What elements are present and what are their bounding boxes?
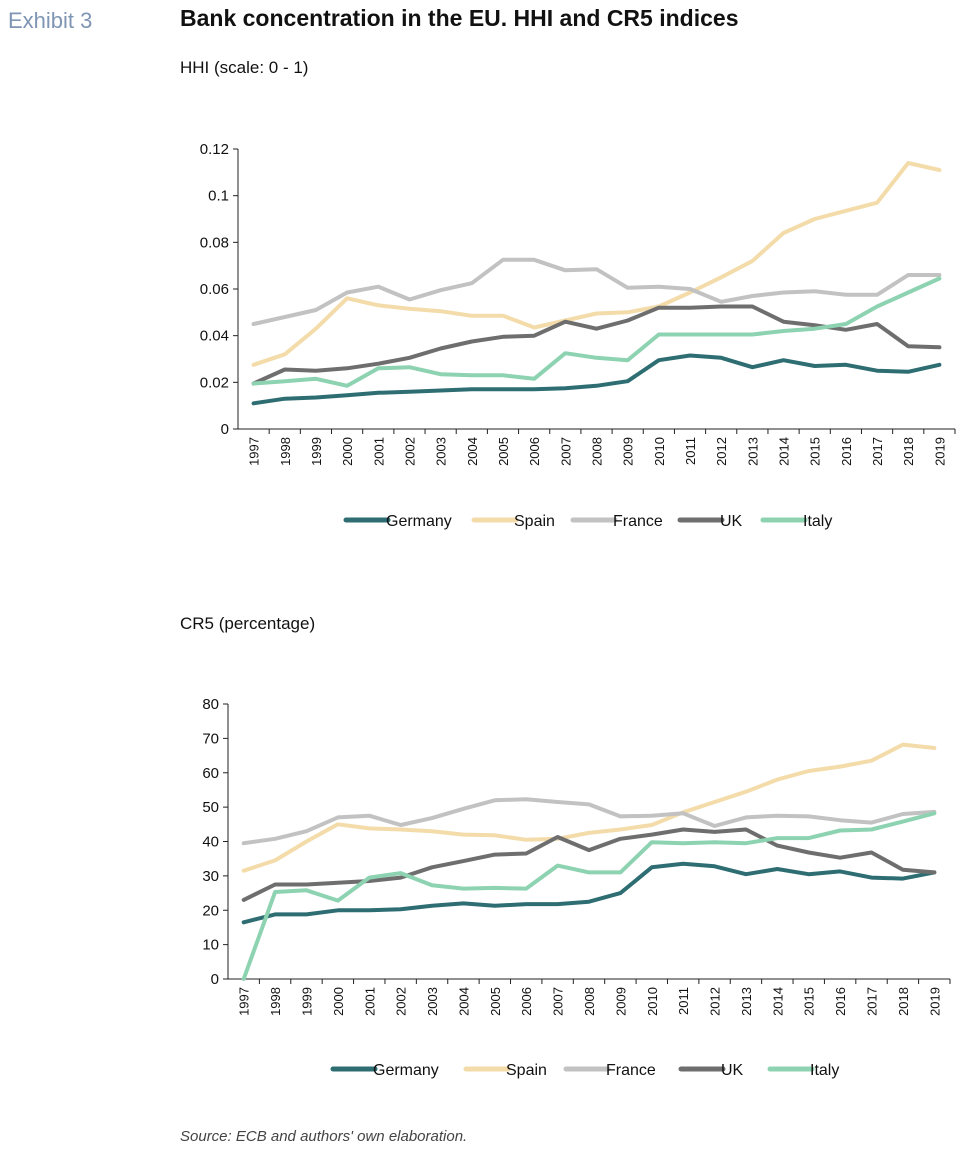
- cr5-x-tick-label: 2004: [456, 987, 471, 1016]
- hhi-x-tick-label: 2012: [714, 437, 729, 466]
- cr5-y-tick-label: 10: [202, 937, 219, 954]
- hhi-legend-label-uk: UK: [720, 513, 743, 530]
- cr5-y-tick-label: 0: [211, 971, 219, 988]
- cr5-x-tick-label: 2009: [613, 987, 628, 1016]
- hhi-x-tick-label: 1998: [278, 437, 293, 466]
- cr5-x-tick-label: 2005: [488, 987, 503, 1016]
- cr5-x-tick-label: 2016: [833, 987, 848, 1016]
- cr5-series-line-spain: [241, 742, 937, 873]
- hhi-y-tick-label: 0.02: [200, 374, 229, 391]
- hhi-series-line-germany: [251, 353, 942, 406]
- cr5-y-tick-label: 40: [202, 834, 219, 851]
- cr5-y-tick-label: 20: [202, 902, 219, 919]
- cr5-y-tick-label: 50: [202, 799, 219, 816]
- cr5-y-tick-label: 80: [202, 696, 219, 713]
- hhi-x-tick-label: 2000: [340, 437, 355, 466]
- hhi-x-tick-label: 2005: [496, 437, 511, 466]
- cr5-x-tick-label: 2019: [927, 987, 942, 1016]
- hhi-legend-label-spain: Spain: [514, 513, 555, 530]
- cr5-x-tick-label: 2003: [425, 987, 440, 1016]
- hhi-x-tick-label: 2013: [745, 437, 760, 466]
- hhi-series-line-france: [251, 257, 942, 326]
- hhi-series-line-italy: [251, 276, 942, 388]
- cr5-series-line-germany: [241, 861, 937, 925]
- hhi-y-tick-label: 0.04: [200, 328, 229, 345]
- cr5-x-tick-label: 2008: [582, 987, 597, 1016]
- source-note: Source: ECB and authors' own elaboration…: [180, 1128, 468, 1145]
- cr5-x-tick-label: 2017: [865, 987, 880, 1016]
- cr5-x-tick-label: 1997: [237, 987, 252, 1016]
- hhi-x-tick-label: 2009: [621, 437, 636, 466]
- cr5-legend-label-italy: Italy: [810, 1062, 839, 1079]
- hhi-x-tick-label: 2018: [901, 437, 916, 466]
- hhi-x-tick-label: 2019: [932, 437, 947, 466]
- cr5-series-line-france: [241, 797, 937, 846]
- cr5-x-tick-label: 2012: [708, 987, 723, 1016]
- hhi-x-tick-label: 2014: [777, 437, 792, 466]
- hhi-x-tick-label: 2003: [434, 437, 449, 466]
- cr5-x-tick-label: 2013: [739, 987, 754, 1016]
- cr5-x-tick-label: 1998: [268, 987, 283, 1016]
- cr5-x-tick-label: 2018: [896, 987, 911, 1016]
- hhi-x-tick-label: 2008: [590, 437, 605, 466]
- hhi-x-tick-label: 2004: [465, 437, 480, 466]
- cr5-legend-label-uk: UK: [721, 1062, 744, 1079]
- cr5-series-line-uk: [241, 827, 937, 902]
- hhi-legend-label-france: France: [613, 513, 663, 530]
- hhi-y-tick-label: 0.08: [200, 234, 229, 251]
- chart-hhi: 0 0.02 0.04 0.06 0.08 0.1 0.12 1997 1998 1999 2000…: [200, 141, 956, 530]
- hhi-x-tick-label: 1997: [247, 437, 262, 466]
- cr5-x-tick-label: 2007: [551, 987, 566, 1016]
- hhi-x-tick-label: 2006: [527, 437, 542, 466]
- hhi-legend-label-germany: Germany: [386, 513, 452, 530]
- cr5-x-tick-label: 1999: [299, 987, 314, 1016]
- cr5-x-tick-label: 2002: [394, 987, 409, 1016]
- hhi-x-tick-label: 1999: [309, 437, 324, 466]
- cr5-legend-label-germany: Germany: [373, 1062, 439, 1079]
- hhi-x-tick-label: 2007: [558, 437, 573, 466]
- chart-cr5: 0 10 20 30 40 50 60 70 80 1997 1998 1999 2000 2001 200…: [202, 696, 951, 1079]
- exhibit-label: Exhibit 3: [8, 8, 93, 33]
- cr5-series-line-italy: [241, 811, 937, 981]
- cr5-y-tick-label: 60: [202, 765, 219, 782]
- hhi-x-tick-label: 2016: [839, 437, 854, 466]
- chart-hhi-title: HHI (scale: 0 - 1): [180, 58, 309, 77]
- cr5-x-tick-label: 2011: [676, 987, 691, 1015]
- cr5-legend-label-france: France: [606, 1062, 656, 1079]
- hhi-x-tick-label: 2002: [402, 437, 417, 466]
- hhi-series-line-uk: [251, 304, 942, 386]
- chart-cr5-title: CR5 (percentage): [180, 614, 316, 633]
- cr5-x-tick-label: 2001: [362, 987, 377, 1016]
- hhi-y-tick-label: 0.12: [200, 141, 229, 158]
- hhi-x-tick-label: 2001: [371, 437, 386, 466]
- cr5-y-tick-label: 70: [202, 730, 219, 747]
- cr5-y-tick-label: 30: [202, 868, 219, 885]
- hhi-x-tick-label: 2011: [683, 437, 698, 465]
- cr5-x-tick-label: 2010: [645, 987, 660, 1016]
- hhi-x-tick-label: 2017: [870, 437, 885, 466]
- cr5-x-tick-label: 2014: [770, 987, 785, 1016]
- cr5-x-tick-label: 2006: [519, 987, 534, 1016]
- cr5-x-tick-label: 2000: [331, 987, 346, 1016]
- hhi-legend-label-italy: Italy: [803, 513, 832, 530]
- hhi-x-tick-label: 2015: [808, 437, 823, 466]
- hhi-x-tick-label: 2010: [652, 437, 667, 466]
- page-title: Bank concentration in the EU. HHI and CR…: [180, 5, 739, 31]
- hhi-y-tick-label: 0.1: [208, 188, 229, 205]
- hhi-series-line-spain: [251, 161, 942, 367]
- cr5-x-tick-label: 2015: [802, 987, 817, 1016]
- hhi-y-tick-label: 0: [221, 421, 229, 438]
- cr5-legend-label-spain: Spain: [506, 1062, 547, 1079]
- hhi-y-tick-label: 0.06: [200, 281, 229, 298]
